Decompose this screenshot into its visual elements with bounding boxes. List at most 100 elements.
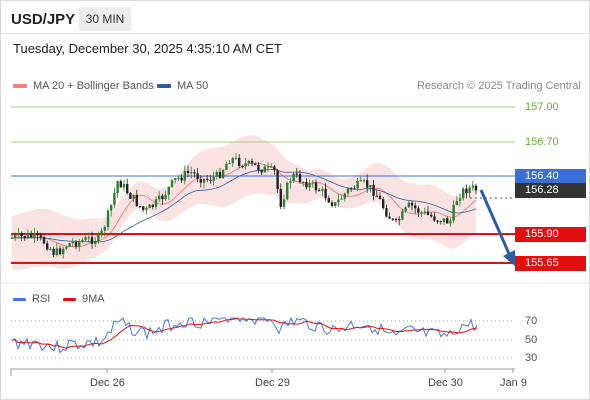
candle-body	[199, 178, 202, 183]
candle-body	[42, 237, 46, 244]
candle-body	[202, 178, 206, 183]
candle-body	[407, 202, 410, 208]
candle-body	[49, 248, 52, 250]
candle-body	[343, 193, 346, 199]
candle-body	[84, 237, 87, 241]
candle-body	[346, 188, 350, 194]
candle-body	[324, 188, 327, 199]
candle-body	[433, 216, 436, 221]
candle-body	[231, 158, 234, 164]
rsi-swatch	[13, 297, 26, 301]
candle-body	[148, 204, 151, 209]
candle-body	[263, 166, 266, 173]
candle-body	[295, 173, 298, 175]
candle-body	[474, 185, 478, 191]
candle-body	[279, 189, 282, 207]
candle-body	[71, 241, 74, 244]
candle-body	[126, 184, 129, 194]
chart-header: USD/JPY 30 MIN	[0, 5, 590, 33]
candle-body	[20, 233, 23, 237]
candle-body	[145, 208, 148, 210]
forecast-arrow	[479, 189, 516, 267]
candle-body	[334, 202, 337, 206]
candle-body	[311, 182, 314, 184]
rsi-ma-legend: 9MA	[63, 293, 105, 305]
candle-body	[167, 186, 170, 195]
candle-body	[65, 246, 68, 249]
candle-body	[458, 198, 462, 202]
candle-body	[132, 194, 135, 199]
rsi-level-70: 70	[525, 315, 538, 327]
candle-body	[452, 205, 455, 221]
bollinger-band	[12, 135, 476, 270]
support-155-90-label: 155.90	[515, 227, 586, 242]
candle-body	[436, 220, 439, 222]
candle-body	[340, 198, 343, 200]
candle-body	[151, 204, 154, 208]
candle-body	[46, 243, 49, 250]
legend-ma50: MA 50	[157, 80, 208, 92]
candle-body	[446, 218, 449, 224]
legend-ma20: MA 20 + Bollinger Bands	[13, 80, 154, 92]
candle-body	[375, 195, 378, 197]
candle-body	[135, 194, 138, 207]
candle-body	[468, 187, 471, 194]
candle-body	[426, 211, 430, 215]
candle-body	[260, 169, 263, 173]
candle-body	[10, 237, 14, 239]
candle-body	[350, 188, 353, 190]
candle-body	[314, 182, 318, 191]
candle-body	[174, 177, 177, 180]
candle-body	[308, 182, 311, 188]
x-label-jan-9: Jan 9	[500, 377, 527, 389]
rsi-level-50: 50	[525, 334, 538, 346]
candle-body	[209, 179, 212, 181]
ma20-swatch	[13, 84, 27, 89]
candle-body	[190, 172, 193, 174]
resistance-156-70-label: 156.70	[525, 136, 559, 148]
candle-body	[177, 177, 180, 179]
x-label-dec-29: Dec 29	[255, 377, 290, 389]
candle-body	[366, 180, 369, 188]
candle-body	[215, 171, 218, 177]
candle-body	[318, 190, 321, 192]
symbol-title: USD/JPY	[11, 11, 76, 28]
candle-body	[33, 233, 36, 238]
candle-body	[276, 170, 279, 190]
candle-body	[356, 180, 359, 189]
candle-body	[23, 236, 26, 239]
candle-body	[106, 210, 110, 227]
rsi-ma-line	[11, 318, 478, 349]
chart-datetime: Tuesday, December 30, 2025 4:35:10 AM CE…	[13, 41, 282, 56]
candle-body	[193, 172, 196, 174]
candle-body	[254, 163, 257, 166]
candle-body	[455, 201, 458, 206]
legend-ma20-label: MA 20 + Bollinger Bands	[33, 80, 154, 92]
candle-body	[385, 208, 388, 217]
timeframe-badge[interactable]: 30 MIN	[79, 7, 131, 31]
candle-body	[388, 216, 391, 219]
candle-body	[337, 199, 340, 203]
candle-body	[39, 235, 42, 238]
candle-body	[414, 205, 417, 209]
candle-body	[81, 240, 84, 242]
ma50-line	[12, 169, 477, 243]
candle-body	[142, 206, 145, 210]
candle-body	[305, 181, 308, 188]
resistance-157-00-label: 157.00	[525, 101, 559, 113]
candle-body	[183, 170, 186, 181]
candlesticks	[10, 153, 478, 259]
candle-body	[36, 233, 39, 236]
rsi-ma-legend-label: 9MA	[82, 293, 105, 305]
candle-body	[103, 226, 106, 231]
rsi-ma-swatch	[63, 297, 76, 301]
candle-body	[154, 199, 158, 208]
legend-ma50-label: MA 50	[177, 80, 209, 92]
candle-body	[321, 188, 324, 191]
candle-body	[266, 166, 270, 168]
candle-body	[129, 193, 132, 199]
candle-body	[292, 173, 295, 182]
candle-body	[234, 157, 238, 159]
candle-body	[289, 181, 292, 183]
